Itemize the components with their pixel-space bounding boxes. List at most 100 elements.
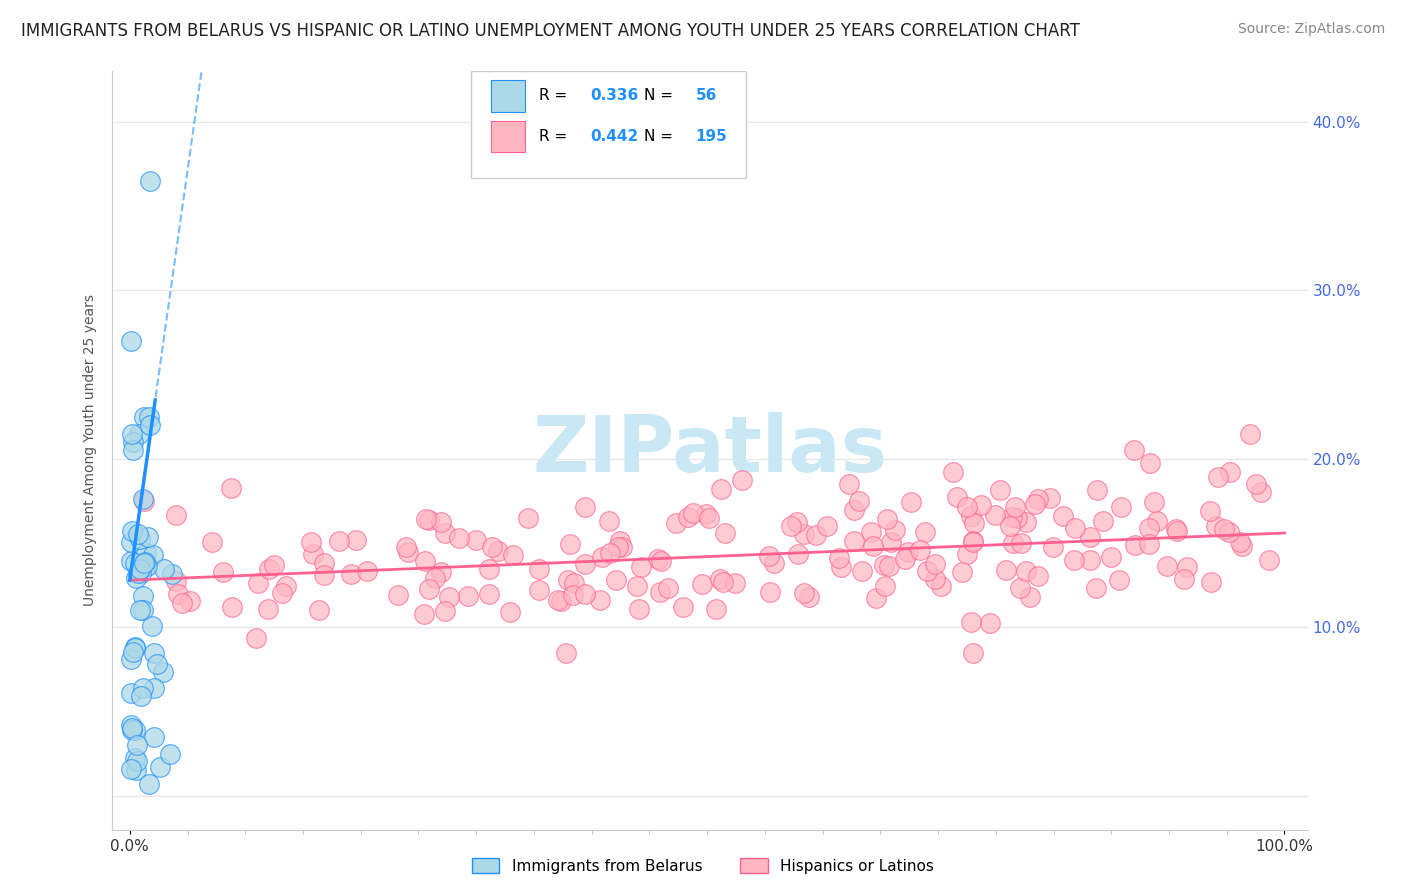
- Point: [711, 574, 734, 589]
- Point: [690, 576, 713, 591]
- Point: [883, 524, 905, 538]
- Point: [875, 579, 897, 593]
- Point: [838, 477, 860, 491]
- Point: [591, 550, 613, 565]
- Point: [425, 571, 447, 585]
- Text: 195: 195: [696, 129, 727, 145]
- Point: [873, 558, 896, 572]
- Point: [1001, 535, 1024, 549]
- Point: [128, 426, 150, 441]
- Point: [962, 646, 984, 660]
- Point: [842, 503, 865, 517]
- Point: [1080, 530, 1102, 544]
- Point: [865, 591, 887, 605]
- Point: [1142, 494, 1164, 508]
- Point: [415, 554, 437, 568]
- Point: [142, 730, 165, 744]
- Point: [135, 546, 157, 560]
- Point: [328, 533, 350, 548]
- Text: 0.336: 0.336: [591, 88, 638, 103]
- Point: [1099, 550, 1122, 565]
- Point: [434, 525, 457, 540]
- Point: [165, 574, 187, 588]
- Point: [162, 566, 184, 581]
- Point: [127, 566, 149, 581]
- Text: Source: ZipAtlas.com: Source: ZipAtlas.com: [1237, 22, 1385, 37]
- Point: [1123, 443, 1146, 458]
- Point: [1166, 524, 1188, 538]
- Legend: Immigrants from Belarus, Hispanics or Latinos: Immigrants from Belarus, Hispanics or La…: [465, 852, 941, 880]
- Point: [1063, 521, 1085, 535]
- Point: [962, 533, 984, 548]
- Point: [1175, 559, 1198, 574]
- Point: [166, 587, 188, 601]
- Point: [730, 473, 752, 487]
- Point: [221, 599, 243, 614]
- Point: [626, 579, 648, 593]
- Point: [1024, 498, 1046, 512]
- Point: [120, 554, 142, 568]
- Point: [695, 508, 717, 522]
- Point: [672, 599, 695, 614]
- Text: IMMIGRANTS FROM BELARUS VS HISPANIC OR LATINO UNEMPLOYMENT AMONG YOUTH UNDER 25 : IMMIGRANTS FROM BELARUS VS HISPANIC OR L…: [21, 22, 1080, 40]
- Point: [136, 530, 159, 544]
- Point: [1137, 537, 1160, 551]
- Point: [120, 718, 142, 732]
- Point: [998, 519, 1021, 533]
- Point: [1139, 456, 1161, 470]
- Point: [562, 576, 585, 591]
- Point: [1018, 591, 1040, 605]
- Point: [561, 588, 583, 602]
- Point: [779, 519, 801, 533]
- Point: [129, 566, 152, 580]
- Point: [120, 334, 142, 348]
- Point: [131, 603, 153, 617]
- Point: [994, 563, 1017, 577]
- Point: [879, 559, 901, 574]
- Point: [132, 681, 155, 695]
- Point: [1218, 524, 1240, 539]
- Point: [395, 540, 418, 554]
- Point: [124, 556, 146, 570]
- Point: [682, 507, 704, 521]
- Point: [988, 483, 1011, 498]
- Point: [127, 526, 149, 541]
- Point: [1156, 559, 1178, 574]
- Point: [830, 560, 852, 574]
- Point: [630, 560, 652, 574]
- Point: [134, 555, 156, 569]
- Point: [1007, 511, 1029, 525]
- Point: [141, 618, 163, 632]
- Point: [429, 516, 451, 530]
- FancyBboxPatch shape: [471, 71, 747, 178]
- Point: [598, 514, 620, 528]
- Point: [465, 533, 488, 547]
- Point: [1146, 514, 1168, 528]
- Point: [979, 616, 1001, 631]
- Point: [763, 557, 786, 571]
- Point: [574, 558, 596, 572]
- Point: [257, 562, 280, 576]
- Point: [1258, 553, 1281, 567]
- Point: [149, 760, 172, 774]
- Point: [758, 584, 780, 599]
- Point: [165, 508, 187, 522]
- Point: [312, 568, 335, 582]
- Point: [246, 576, 269, 591]
- Point: [418, 513, 440, 527]
- Point: [212, 566, 235, 580]
- Point: [1206, 470, 1229, 484]
- Point: [1004, 500, 1026, 514]
- Point: [1199, 575, 1222, 590]
- Point: [1085, 581, 1108, 595]
- Point: [908, 542, 931, 557]
- Point: [340, 567, 363, 582]
- Point: [134, 556, 156, 570]
- Point: [135, 559, 157, 574]
- Point: [122, 645, 145, 659]
- Point: [924, 572, 946, 586]
- Point: [121, 723, 143, 737]
- Point: [827, 550, 849, 565]
- Point: [159, 747, 181, 761]
- Point: [697, 511, 720, 525]
